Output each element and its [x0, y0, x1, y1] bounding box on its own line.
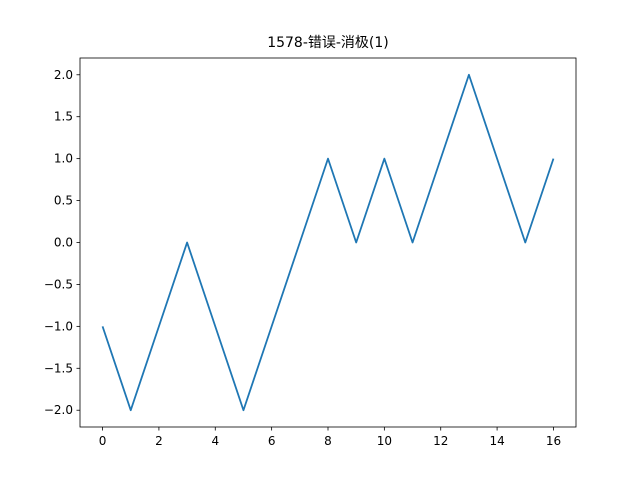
- y-axis: −2.0 −1.5 −1.0 −0.5 0.0 0.5 1.0 1.5 2.0: [44, 68, 80, 417]
- data-point: [241, 408, 245, 412]
- data-point: [495, 157, 499, 161]
- x-tick-label: 10: [377, 434, 392, 448]
- data-point: [213, 324, 217, 328]
- data-point: [298, 241, 302, 245]
- data-point: [354, 241, 358, 245]
- x-tick-label: 12: [433, 434, 448, 448]
- x-tick-label: 6: [268, 434, 276, 448]
- data-point: [270, 324, 274, 328]
- data-point: [523, 241, 527, 245]
- data-point: [326, 157, 330, 161]
- x-tick-label: 14: [489, 434, 504, 448]
- data-points: [101, 73, 556, 412]
- y-tick-label: 2.0: [54, 68, 73, 82]
- y-tick-label: 0.0: [54, 236, 73, 250]
- axes-frame: [79, 57, 577, 428]
- data-point: [411, 241, 415, 245]
- data-point: [467, 73, 471, 77]
- chart-title: 1578-错误-消极(1): [267, 35, 389, 51]
- y-tick-label: 0.5: [54, 194, 73, 208]
- plot-area: [79, 57, 577, 428]
- data-point: [185, 241, 189, 245]
- data-point: [101, 324, 105, 328]
- y-tick-label: −1.0: [44, 319, 73, 333]
- data-point: [439, 157, 443, 161]
- series-line: [101, 73, 555, 412]
- y-tick-label: −1.5: [44, 361, 73, 375]
- x-tick-label: 16: [546, 434, 561, 448]
- data-point: [551, 157, 555, 161]
- y-tick-label: 1.0: [54, 152, 73, 166]
- data-point: [129, 408, 133, 412]
- data-point: [382, 157, 386, 161]
- x-tick-label: 4: [211, 434, 219, 448]
- x-tick-label: 0: [99, 434, 107, 448]
- y-tick-label: −2.0: [44, 403, 73, 417]
- y-tick-label: 1.5: [54, 110, 73, 124]
- x-tick-label: 2: [155, 434, 163, 448]
- x-tick-label: 8: [324, 434, 332, 448]
- data-point: [157, 324, 161, 328]
- x-axis: 0 2 4 6 8 10 12 14 16: [99, 427, 561, 448]
- y-tick-label: −0.5: [44, 277, 73, 291]
